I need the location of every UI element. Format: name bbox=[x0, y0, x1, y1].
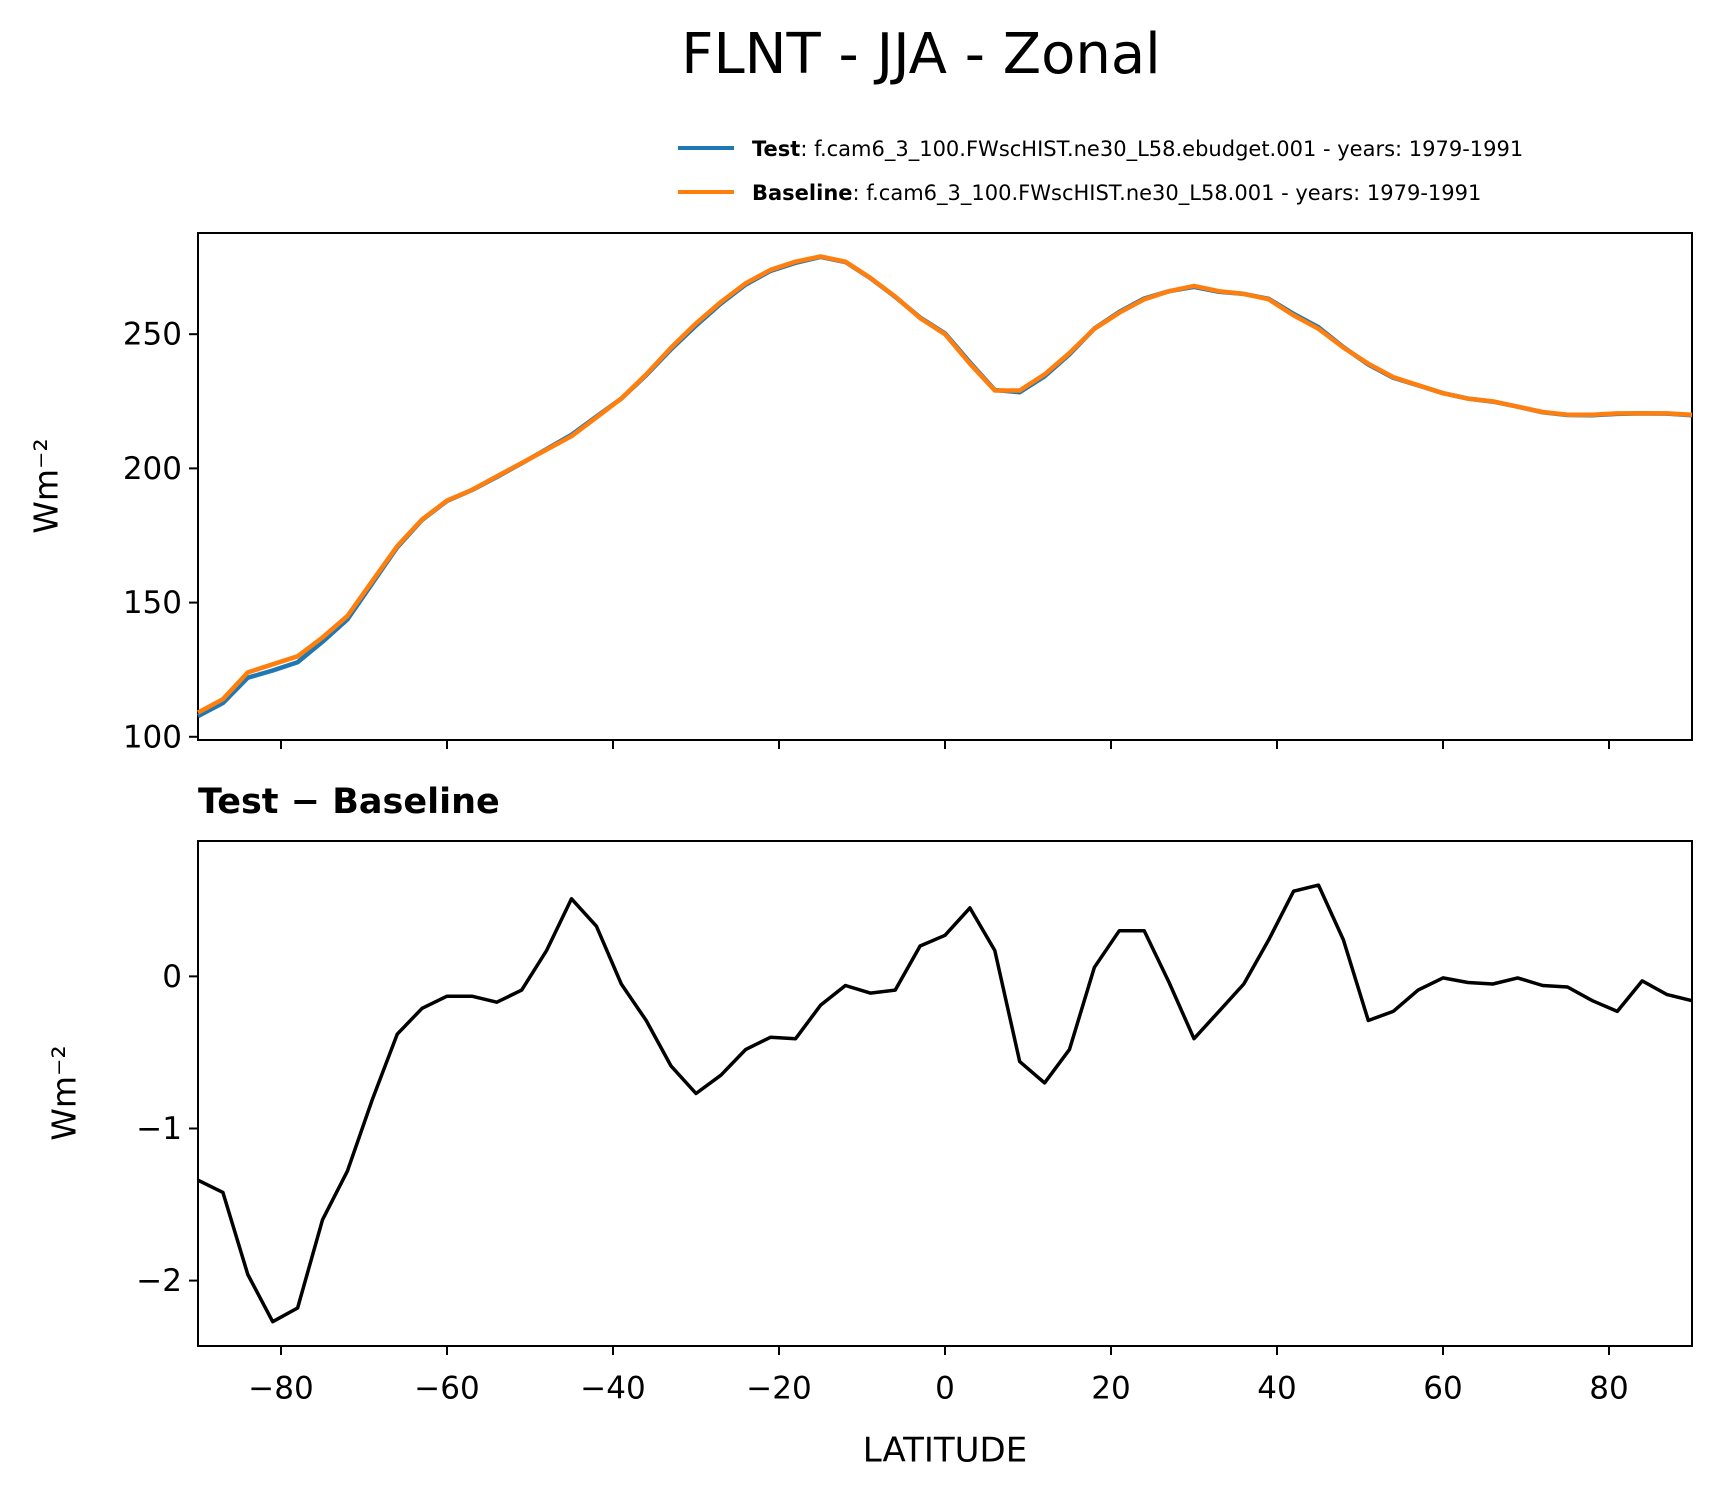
x-tick-label: 0 bbox=[935, 1371, 955, 1407]
legend-label: : f.cam6_3_100.FWscHIST.ne30_L58.ebudget… bbox=[800, 137, 1523, 162]
y-axis-label: Wm⁻² bbox=[27, 438, 66, 533]
figure-title: FLNT - JJA - Zonal bbox=[681, 22, 1160, 87]
x-tick-label: −20 bbox=[746, 1371, 811, 1407]
x-tick-label: −80 bbox=[248, 1371, 313, 1407]
subplot-title: Test − Baseline bbox=[198, 782, 500, 822]
data-line bbox=[197, 883, 1693, 1324]
y-tick-label: 250 bbox=[123, 317, 182, 353]
x-tick-label: −40 bbox=[580, 1371, 645, 1407]
y-tick-label: 100 bbox=[123, 719, 182, 755]
x-tick-label: 20 bbox=[1091, 1371, 1130, 1407]
y-tick-label: 150 bbox=[123, 585, 182, 621]
x-tick-label: 80 bbox=[1589, 1371, 1628, 1407]
legend-name: Baseline bbox=[752, 181, 853, 205]
legend-entry: Baseline: f.cam6_3_100.FWscHIST.ne30_L58… bbox=[752, 181, 1481, 206]
x-tick-label: 40 bbox=[1257, 1371, 1296, 1407]
x-tick-label: 60 bbox=[1423, 1371, 1462, 1407]
x-axis-label: LATITUDE bbox=[863, 1431, 1027, 1471]
y-tick-label: −1 bbox=[136, 1111, 182, 1147]
y-tick-label: 0 bbox=[162, 959, 182, 995]
data-line bbox=[196, 254, 1693, 719]
legend-label: : f.cam6_3_100.FWscHIST.ne30_L58.001 - y… bbox=[853, 181, 1482, 206]
legend-name: Test bbox=[752, 137, 800, 161]
legend-entry: Test: f.cam6_3_100.FWscHIST.ne30_L58.ebu… bbox=[752, 137, 1523, 162]
plot-frame bbox=[197, 232, 1693, 741]
y-tick-label: 200 bbox=[123, 451, 182, 487]
x-tick-label: −60 bbox=[414, 1371, 479, 1407]
y-tick-label: −2 bbox=[136, 1263, 182, 1299]
data-line bbox=[196, 254, 1693, 715]
y-axis-label: Wm⁻² bbox=[45, 1045, 84, 1140]
plot-frame bbox=[197, 840, 1693, 1347]
